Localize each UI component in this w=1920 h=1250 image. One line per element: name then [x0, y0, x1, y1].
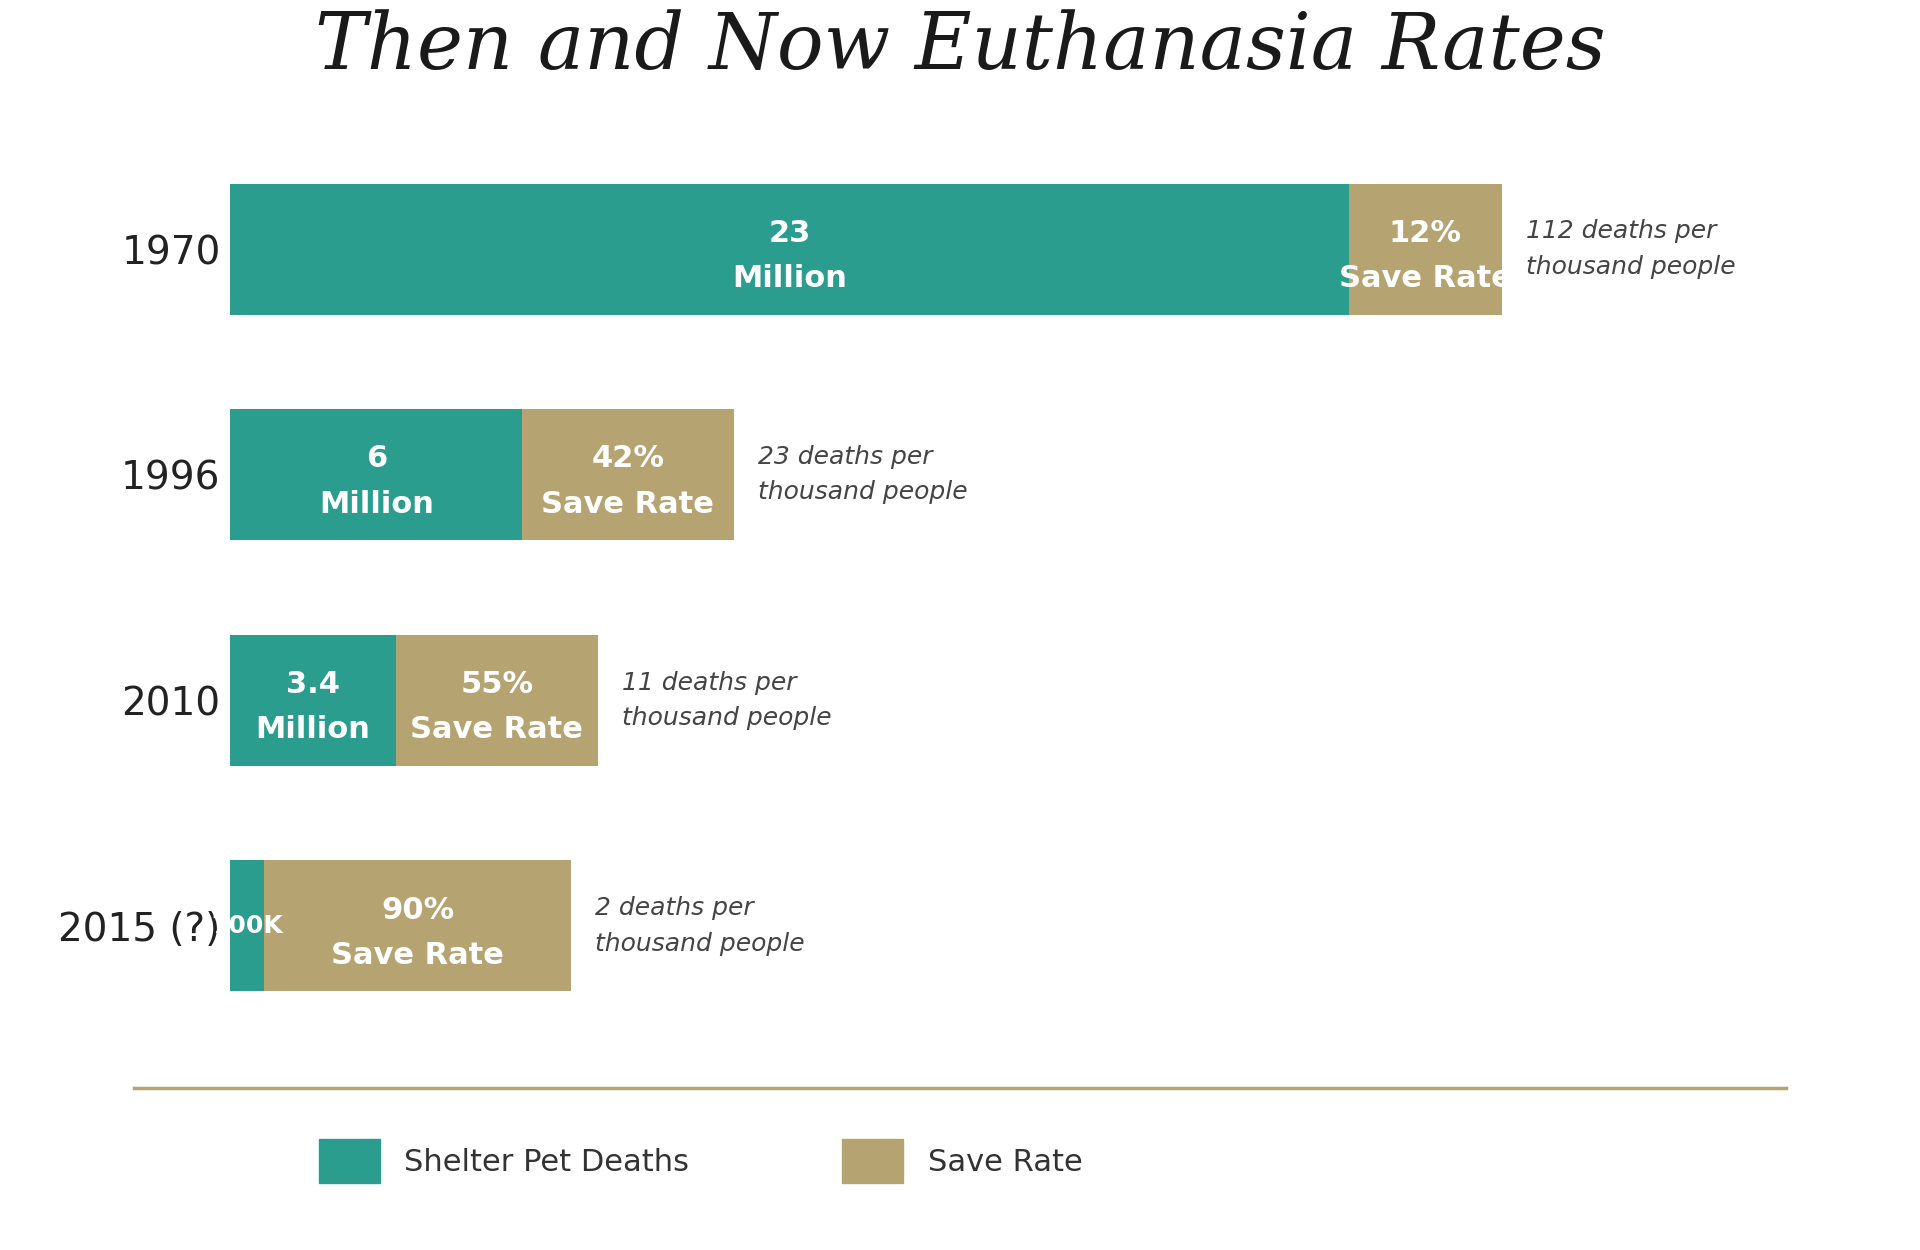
Text: 55%: 55% [461, 670, 534, 699]
Text: 23 deaths per
thousand people: 23 deaths per thousand people [758, 445, 968, 505]
Text: Save Rate: Save Rate [1338, 264, 1511, 292]
Text: Save Rate: Save Rate [541, 490, 714, 519]
Text: Million: Million [319, 490, 434, 519]
Text: 90%: 90% [380, 895, 455, 925]
Text: 3.4: 3.4 [286, 670, 340, 699]
Bar [396, 635, 597, 766]
Bar [230, 409, 522, 540]
Bar [230, 860, 265, 991]
Bar [230, 184, 1350, 315]
Bar [522, 409, 733, 540]
Text: 112 deaths per
thousand people: 112 deaths per thousand people [1526, 220, 1736, 279]
Bar [230, 635, 396, 766]
Text: Million: Million [255, 715, 371, 744]
Text: Save Rate: Save Rate [332, 941, 505, 970]
Text: 6: 6 [365, 445, 388, 474]
Text: 700K: 700K [211, 914, 284, 938]
Bar [265, 860, 570, 991]
Text: Save Rate: Save Rate [411, 715, 584, 744]
Title: Then and Now Euthanasia Rates: Then and Now Euthanasia Rates [315, 10, 1605, 86]
Text: Million: Million [732, 264, 847, 292]
Text: 11 deaths per
thousand people: 11 deaths per thousand people [622, 670, 831, 730]
Bar [1350, 184, 1501, 315]
Legend: Shelter Pet Deaths, Save Rate: Shelter Pet Deaths, Save Rate [319, 1140, 1083, 1182]
Text: 2 deaths per
thousand people: 2 deaths per thousand people [595, 896, 804, 955]
Text: 12%: 12% [1388, 219, 1461, 248]
Text: 42%: 42% [591, 445, 664, 474]
Text: 23: 23 [768, 219, 810, 248]
